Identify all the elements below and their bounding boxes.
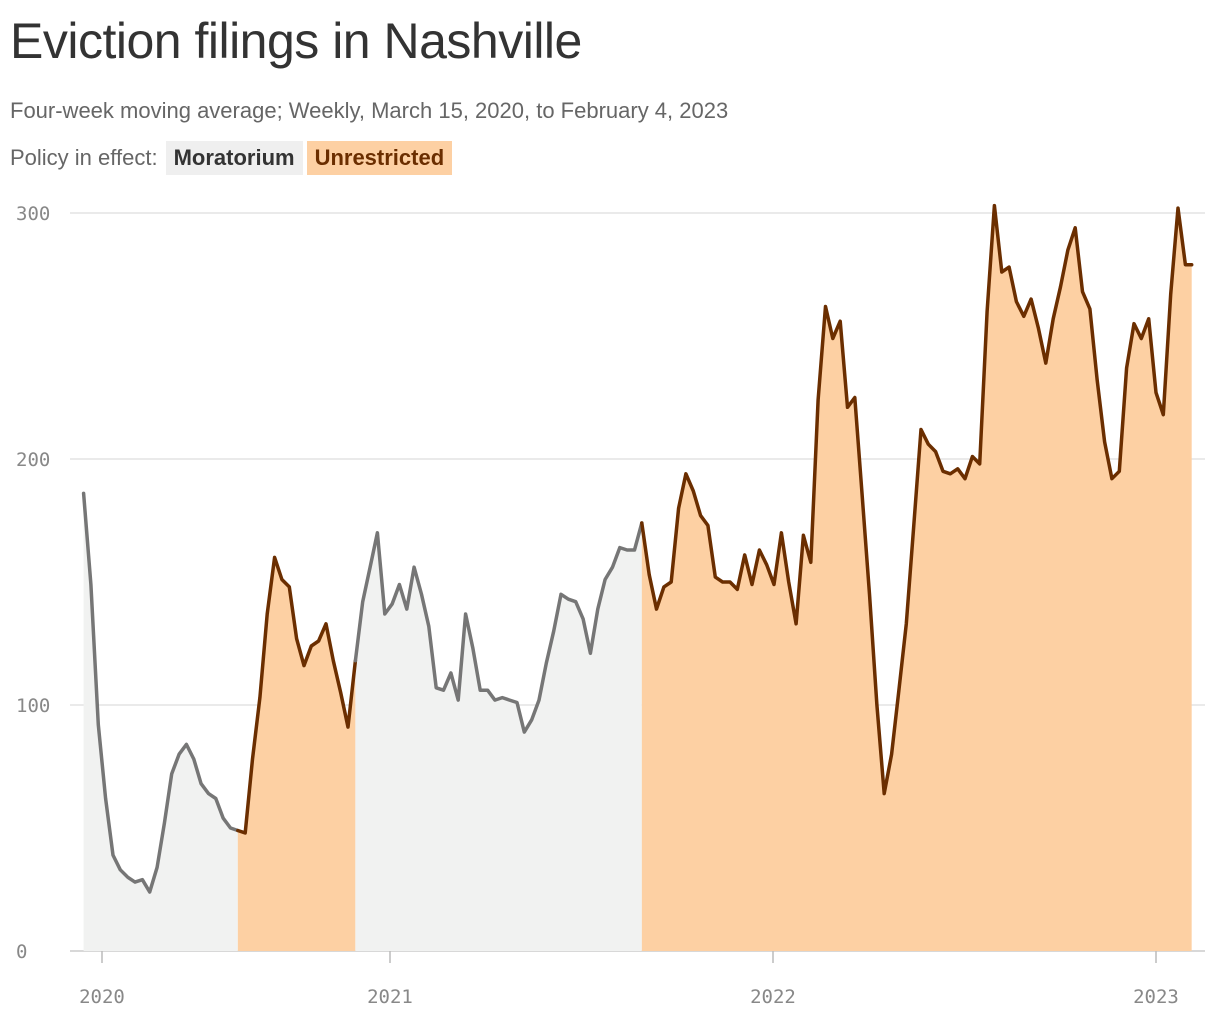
legend-label: Policy in effect: [10,145,158,170]
policy-legend: Policy in effect: Moratorium Unrestricte… [10,140,456,176]
x-tick-label-2021: 2021 [367,986,413,1008]
y-tick-label-200: 200 [16,449,50,471]
legend-unrestricted: Unrestricted [306,141,453,175]
y-tick-label-0: 0 [16,941,27,963]
y-tick-label-300: 300 [16,203,50,225]
x-tick-label-2023: 2023 [1133,986,1179,1008]
chart-title: Eviction filings in Nashville [10,13,582,69]
x-tick-label-2022: 2022 [750,986,796,1008]
area-moratorium-2 [355,523,642,951]
area-unrestricted-3 [641,205,1192,952]
x-tick-label-2020: 2020 [79,986,125,1008]
y-tick-label-100: 100 [16,695,50,717]
line-segment-2 [353,521,644,734]
area-unrestricted-1 [237,557,356,951]
legend-moratorium: Moratorium [165,141,303,175]
area-moratorium-0 [83,493,238,951]
line-segment-3 [640,203,1194,796]
line-segment-1 [236,555,358,835]
line-segment-0 [81,491,240,894]
chart-subtitle: Four-week moving average; Weekly, March … [10,98,729,123]
